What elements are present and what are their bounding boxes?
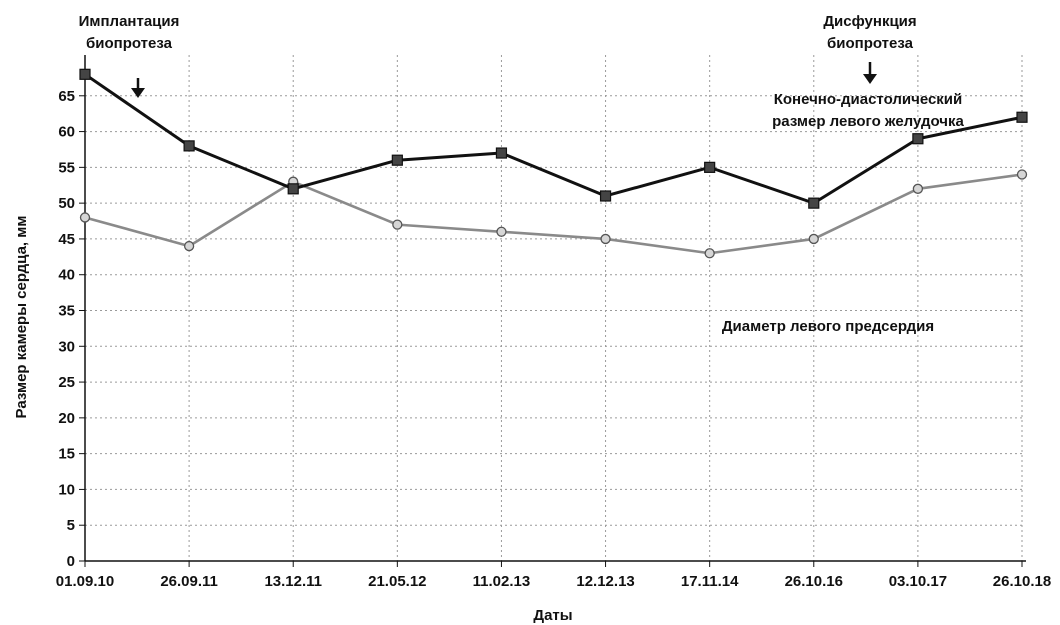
data-point bbox=[495, 147, 508, 159]
data-point bbox=[392, 219, 403, 230]
data-point bbox=[704, 161, 716, 173]
data-point bbox=[1016, 111, 1028, 123]
y-tick-label: 60 bbox=[58, 124, 75, 141]
data-point bbox=[79, 212, 91, 223]
x-tick-label: 01.09.10 bbox=[56, 573, 114, 590]
x-axis-title: Даты bbox=[533, 607, 572, 624]
y-tick-label: 0 bbox=[67, 553, 75, 570]
series-line bbox=[84, 73, 1023, 205]
series bbox=[79, 68, 1028, 259]
arrow-down-icon bbox=[863, 74, 877, 84]
axes bbox=[79, 55, 1026, 567]
x-tick-label: 12.12.13 bbox=[576, 573, 634, 590]
annotations: Имплантация биопротеза Дисфункция биопротез… bbox=[79, 13, 965, 335]
data-point bbox=[808, 233, 819, 245]
y-tick-label: 65 bbox=[58, 88, 75, 105]
data-point bbox=[808, 197, 820, 209]
y-axis-title: Размер камеры сердца, мм bbox=[13, 216, 30, 419]
x-tick-label: 03.10.17 bbox=[889, 573, 947, 590]
annotation-text: Конечно-диастолический bbox=[774, 91, 963, 108]
data-point bbox=[183, 240, 195, 252]
tick-labels: 0 5 10 15 20 25 30 35 40 45 50 55 60 65 01.09.10 26.09.… bbox=[56, 88, 1051, 590]
data-point bbox=[912, 183, 924, 194]
annotation-text: биопротеза bbox=[86, 35, 173, 52]
x-tick-label: 17.11.14 bbox=[681, 573, 739, 590]
annotation-text: Имплантация bbox=[79, 13, 180, 30]
annotation-text: размер левого желудочка bbox=[772, 113, 964, 130]
y-tick-label: 5 bbox=[67, 517, 75, 534]
y-tick-label: 25 bbox=[58, 374, 75, 391]
annotation-implant: Имплантация биопротеза bbox=[79, 13, 180, 98]
annotation-text: биопротеза bbox=[827, 35, 914, 52]
x-tick-label: 11.02.13 bbox=[473, 573, 531, 590]
y-tick-label: 50 bbox=[58, 195, 75, 212]
data-point bbox=[599, 190, 612, 202]
y-tick-label: 20 bbox=[58, 410, 75, 427]
grid bbox=[85, 55, 1023, 561]
annotation-text: Диаметр левого предсердия bbox=[722, 318, 934, 335]
data-point bbox=[912, 133, 924, 145]
series-line bbox=[84, 173, 1023, 255]
y-tick-label: 40 bbox=[58, 267, 75, 284]
data-point bbox=[600, 233, 611, 245]
annotation-la-label: Диаметр левого предсердия bbox=[722, 318, 934, 335]
data-point bbox=[391, 154, 403, 166]
data-point bbox=[287, 183, 299, 195]
data-point bbox=[496, 226, 507, 237]
series-la-diameter bbox=[79, 169, 1028, 259]
x-tick-label: 21.05.12 bbox=[368, 573, 426, 590]
x-tick-label: 13.12.11 bbox=[264, 573, 322, 590]
data-point bbox=[183, 140, 195, 152]
y-tick-label: 55 bbox=[58, 159, 75, 176]
data-point bbox=[1016, 169, 1028, 180]
series-lv-edd bbox=[79, 68, 1028, 209]
x-tick-label: 26.09.11 bbox=[160, 573, 218, 590]
x-tick-label: 26.10.18 bbox=[993, 573, 1051, 590]
annotation-text: Дисфункция bbox=[823, 13, 916, 30]
data-point bbox=[704, 248, 715, 259]
x-tick-label: 26.10.16 bbox=[785, 573, 843, 590]
y-tick-label: 15 bbox=[58, 446, 75, 463]
y-tick-label: 10 bbox=[58, 481, 75, 498]
y-tick-label: 30 bbox=[58, 338, 75, 355]
annotation-dysfunction: Дисфункция биопротеза bbox=[823, 13, 917, 84]
y-tick-label: 45 bbox=[58, 231, 75, 248]
annotation-lv-label: Конечно-диастолический размер левого желу… bbox=[772, 91, 964, 130]
data-point bbox=[79, 68, 91, 80]
arrow-down-icon bbox=[131, 88, 145, 98]
y-tick-label: 35 bbox=[58, 303, 75, 320]
